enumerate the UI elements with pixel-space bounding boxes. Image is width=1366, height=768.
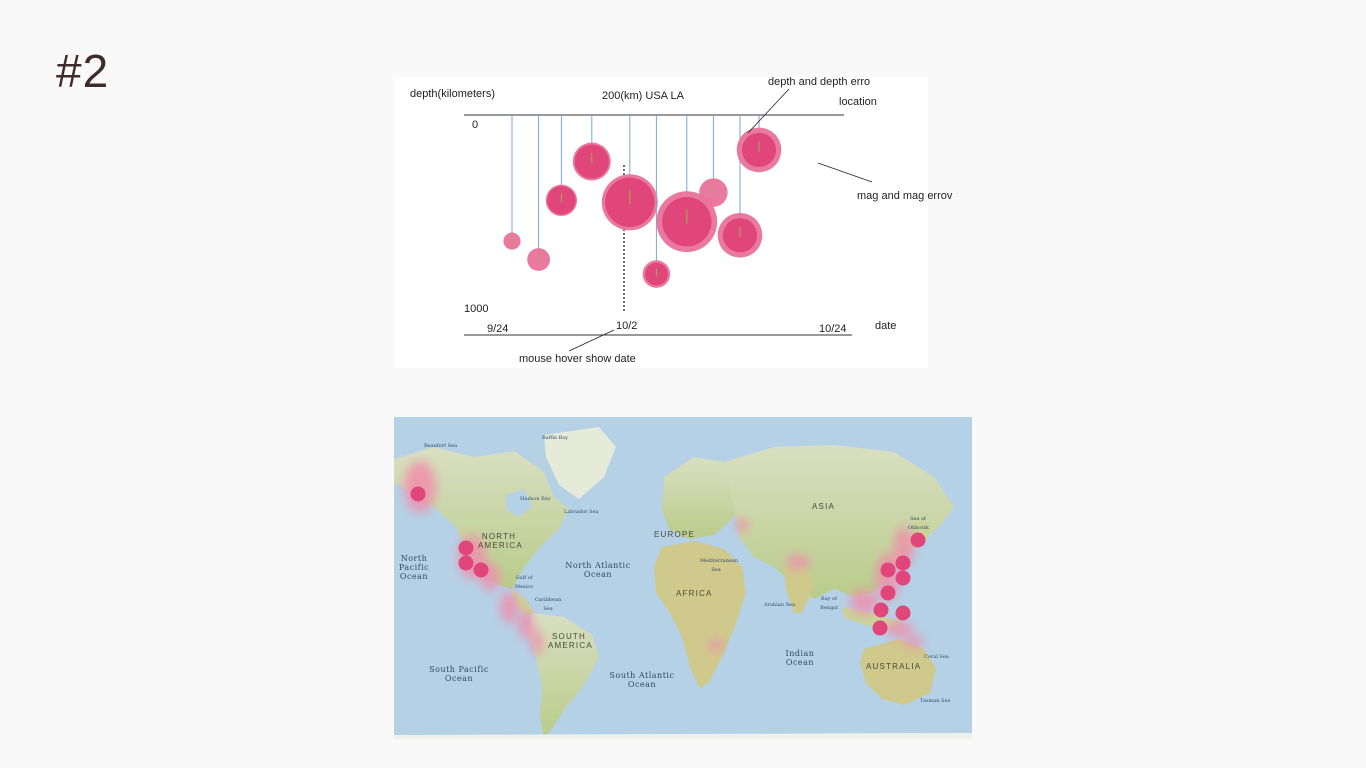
quake-marker-0[interactable] bbox=[410, 486, 426, 502]
ocean-label-coral: Coral Sea bbox=[924, 654, 949, 660]
quake-marker-2[interactable] bbox=[458, 555, 474, 571]
seismic-halo-12 bbox=[885, 621, 913, 637]
depth-timeline-sketch: depth(kilometers) 200(km) USA LA locatio… bbox=[394, 76, 952, 368]
ocean-label-north-atlantic: North Atlantic Ocean bbox=[565, 561, 631, 579]
continent-label-north-america: NORTH AMERICA bbox=[478, 532, 523, 550]
depth-top-tick: 0 bbox=[472, 119, 479, 131]
continent-label-australia: AUSTRALIA bbox=[866, 662, 922, 671]
seismic-halo-8 bbox=[709, 639, 723, 651]
seismic-halo-6 bbox=[736, 518, 748, 532]
leader-hover-date bbox=[568, 329, 615, 352]
seismic-halo-3 bbox=[500, 591, 518, 623]
quake-marker-8[interactable] bbox=[880, 585, 896, 601]
date-axis-label: date bbox=[875, 320, 897, 332]
date-start-tick: 9/24 bbox=[487, 323, 509, 335]
ocean-label-bengal: Bay of Bengal bbox=[820, 596, 838, 611]
india-shape bbox=[784, 567, 814, 613]
leader-mag-error bbox=[817, 162, 873, 183]
quake-marker-5[interactable] bbox=[895, 555, 911, 571]
ocean-label-south-pacific: South Pacific Ocean bbox=[429, 665, 489, 683]
seismic-halo-7 bbox=[786, 555, 810, 569]
location-label: location bbox=[839, 96, 877, 108]
seismic-halo-4 bbox=[518, 611, 534, 639]
quake-marker-1[interactable] bbox=[458, 540, 474, 556]
leader-depth-error bbox=[747, 88, 790, 134]
continent-label-south-america: SOUTH AMERICA bbox=[548, 632, 593, 650]
ocean-label-gulf-mexico: Gulf of Mexico bbox=[514, 575, 534, 590]
quake-marker-6[interactable] bbox=[880, 562, 896, 578]
quake-dots bbox=[410, 486, 926, 636]
seismic-halo-11 bbox=[850, 590, 878, 614]
ocean-label-labrador: Labrador Sea bbox=[564, 509, 599, 515]
date-end-tick: 10/24 bbox=[819, 323, 847, 335]
continent-label-africa: AFRICA bbox=[676, 589, 713, 598]
indonesia-shape bbox=[842, 607, 902, 629]
seismic-halo-5 bbox=[531, 631, 543, 655]
continent-label-europe: EUROPE bbox=[654, 530, 695, 539]
ocean-label-arabian: Arabian Sea bbox=[764, 602, 795, 608]
annotation-depth-error: depth and depth erro bbox=[768, 76, 871, 88]
antarctica-shape bbox=[394, 733, 972, 739]
australia-shape bbox=[860, 639, 936, 705]
map-canvas bbox=[394, 417, 972, 739]
central-america-shape bbox=[512, 589, 534, 617]
quake-marker-7[interactable] bbox=[895, 570, 911, 586]
ocean-label-indian: Indian Ocean bbox=[785, 649, 815, 667]
depth-timeline-canvas bbox=[464, 88, 873, 352]
annotation-mag-error: mag and mag errov bbox=[857, 190, 953, 202]
ocean-label-south-atlantic: South Atlantic Ocean bbox=[609, 671, 675, 689]
quake-marker-11[interactable] bbox=[872, 620, 888, 636]
world-earthquake-map[interactable]: Beaufort Sea Baffin Bay Hudson Bay Labra… bbox=[394, 417, 972, 739]
date-hover-tick: 10/2 bbox=[616, 320, 638, 332]
slide-title: #2 bbox=[56, 45, 110, 97]
ocean-label-baffin: Baffin Bay bbox=[542, 435, 569, 441]
annotation-hover-date: mouse hover show date bbox=[519, 353, 636, 365]
greenland-shape bbox=[544, 427, 616, 499]
ocean-label-tasman: Tasman Sea bbox=[920, 698, 951, 704]
ocean-label-hudson: Hudson Bay bbox=[520, 496, 551, 502]
north-america-shape bbox=[394, 447, 569, 589]
quake-marker-10[interactable] bbox=[895, 605, 911, 621]
y-axis-label: depth(kilometers) bbox=[410, 88, 495, 100]
ocean-label-caribbean: Caribbean Sea bbox=[534, 597, 562, 612]
continent-label-asia: ASIA bbox=[812, 502, 836, 511]
depth-bottom-tick: 1000 bbox=[464, 303, 489, 315]
ocean-label-beaufort: Beaufort Sea bbox=[424, 443, 458, 449]
ocean-label-okhotsk: Sea of Okhotsk bbox=[908, 516, 929, 531]
quake-marker-9[interactable] bbox=[873, 602, 889, 618]
ocean-label-north-pacific: North Pacific Ocean bbox=[398, 554, 430, 581]
europe-shape bbox=[662, 457, 739, 539]
ocean-label-mediterranean: Mediterranean Sea bbox=[700, 558, 738, 573]
hudson-bay-shape bbox=[506, 489, 532, 517]
africa-shape bbox=[654, 541, 746, 689]
top-label: 200(km) USA LA bbox=[602, 90, 684, 102]
south-america-shape bbox=[529, 613, 599, 737]
quake-marker-4[interactable] bbox=[910, 532, 926, 548]
quake-marker-3[interactable] bbox=[473, 562, 489, 578]
seismic-halo-13 bbox=[904, 636, 924, 648]
